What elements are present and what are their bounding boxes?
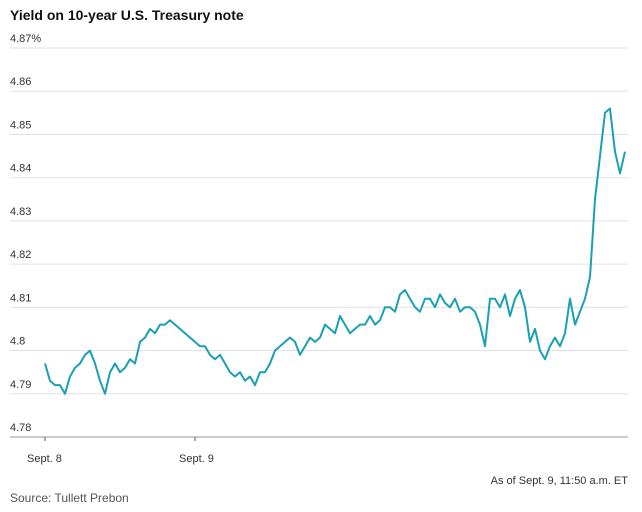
x-tick-label: Sept. 8 [27,453,62,465]
line [44,107,626,395]
x-tick-label: Sept. 9 [179,453,214,465]
y-tick-label: 4.78 [10,422,31,434]
source: Source: Tullett Prebon [10,491,129,505]
chart-title: Yield on 10-year U.S. Treasury note [10,7,244,23]
y-tick-label: 4.87% [10,33,41,45]
y-tick-label: 4.81 [10,292,31,304]
y-tick-label: 4.79 [10,379,31,391]
y-tick-label: 4.84 [10,163,31,175]
y-tick-label: 4.8 [10,336,25,348]
y-tick-label: 4.86 [10,76,31,88]
y-tick-label: 4.82 [10,249,31,261]
y-tick-label: 4.83 [10,206,31,218]
note: As of Sept. 9, 11:50 a.m. ET [491,475,629,487]
y-tick-label: 4.85 [10,119,31,131]
